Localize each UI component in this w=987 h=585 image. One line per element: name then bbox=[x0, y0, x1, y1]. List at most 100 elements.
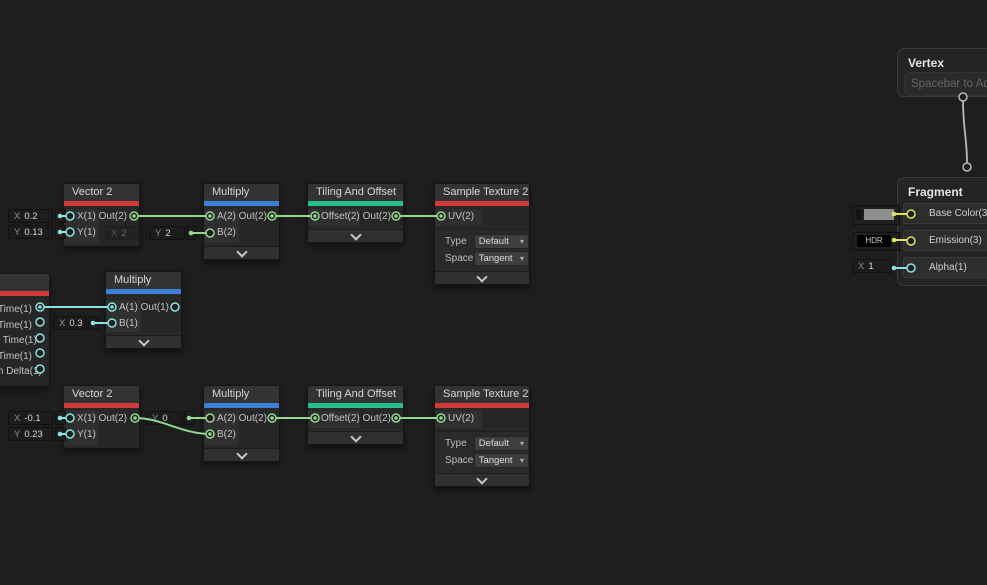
node-time[interactable]: Time(1) Sine Time(1) Cosine Time(1) Delt… bbox=[0, 273, 50, 387]
fragment-port-alpha[interactable]: Alpha(1) bbox=[903, 257, 987, 278]
port-label-delta-time: Delta Time(1) bbox=[0, 350, 32, 362]
space-dropdown[interactable]: Tangent ▾ bbox=[473, 251, 529, 266]
collapse-chevron-row[interactable] bbox=[308, 229, 403, 242]
stack-ports[interactable] bbox=[958, 92, 972, 172]
edge-vertex-fragment[interactable] bbox=[962, 100, 968, 164]
field-connector[interactable] bbox=[55, 411, 66, 425]
accent-bar-red bbox=[64, 201, 139, 206]
node-title[interactable]: Multiply bbox=[106, 272, 181, 289]
field-connector[interactable] bbox=[184, 411, 195, 425]
vector2-bottom-y-field[interactable]: Y 0.23 bbox=[8, 427, 53, 441]
chevron-down-icon: ▾ bbox=[519, 237, 524, 246]
node-title[interactable]: Tiling And Offset bbox=[308, 184, 403, 201]
collapse-chevron-row[interactable] bbox=[204, 246, 279, 259]
port-label-out: Out(2) bbox=[238, 211, 267, 222]
collapse-chevron-row[interactable] bbox=[204, 448, 279, 461]
port-label-sine-time: Sine Time(1) bbox=[0, 319, 32, 331]
node-sample-texture-top[interactable]: Sample Texture 2D UV(2) Type Default ▾ Sp… bbox=[434, 183, 530, 285]
node-multiply-bottom[interactable]: Multiply A(2) B(2) Out(2) bbox=[203, 385, 280, 462]
base-color-picker[interactable] bbox=[852, 205, 900, 225]
stack-edge[interactable] bbox=[962, 100, 968, 164]
node-multiply-mid[interactable]: Multiply A(1) B(1) Out(1) bbox=[105, 271, 182, 349]
node-title[interactable]: Sample Texture 2D bbox=[435, 184, 529, 201]
color-swatch[interactable] bbox=[864, 209, 894, 220]
multiply-bottom-a-y-field[interactable]: Y 0 bbox=[146, 411, 183, 425]
type-label: Type bbox=[445, 236, 467, 247]
chevron-down-icon bbox=[349, 431, 362, 443]
accent-bar-blue bbox=[106, 289, 181, 294]
field-label: X bbox=[14, 413, 21, 424]
node-title[interactable]: Sample Texture 2D bbox=[435, 386, 529, 403]
field-dots-green bbox=[186, 230, 194, 421]
port-label-out: Out(2) bbox=[238, 413, 267, 424]
space-label: Space bbox=[445, 253, 474, 264]
chevron-down-icon: ▾ bbox=[519, 439, 524, 448]
alpha-field[interactable]: X 1 bbox=[852, 259, 892, 273]
collapse-chevron-row[interactable] bbox=[106, 335, 181, 348]
type-dropdown[interactable]: Default ▾ bbox=[473, 436, 529, 451]
vector2-bottom-x-field[interactable]: X -0.1 bbox=[8, 411, 53, 425]
space-dropdown[interactable]: Tangent ▾ bbox=[473, 453, 529, 468]
space-label: Space bbox=[445, 455, 474, 466]
space-dropdown-value: Tangent bbox=[478, 253, 513, 264]
port-label-a: A(2) bbox=[217, 211, 236, 222]
field-value: 1 bbox=[868, 261, 874, 272]
multiply-mid-b-field[interactable]: X 0.3 bbox=[53, 316, 87, 330]
multiply-top-b-x-field[interactable]: X 2 bbox=[105, 226, 147, 240]
port-label-y: Y(1) bbox=[77, 227, 96, 238]
accent-bar-blue bbox=[204, 201, 279, 206]
vector2-top-x-field[interactable]: X 0.2 bbox=[8, 209, 53, 223]
node-vector2-bottom[interactable]: Vector 2 X(1) Y(1) Out(2) bbox=[63, 385, 140, 449]
field-label: Y bbox=[14, 227, 21, 238]
field-value: 2 bbox=[165, 228, 171, 239]
node-title[interactable]: Vector 2 bbox=[64, 386, 139, 403]
chevron-down-icon bbox=[235, 448, 248, 460]
field-connector[interactable] bbox=[55, 427, 66, 441]
field-connector[interactable] bbox=[186, 226, 197, 240]
accent-bar-green bbox=[308, 403, 403, 408]
field-connector[interactable] bbox=[55, 209, 66, 223]
accent-bar-red bbox=[435, 403, 529, 408]
node-tiling-offset-top[interactable]: Tiling And Offset Offset(2) Out(2) bbox=[307, 183, 404, 243]
node-title[interactable]: Vector 2 bbox=[64, 184, 139, 201]
port-label-uv: UV(2) bbox=[448, 413, 475, 424]
node-title[interactable]: Multiply bbox=[204, 386, 279, 403]
port-label-offset: Offset(2) bbox=[321, 211, 360, 222]
port-label-b: B(1) bbox=[119, 318, 138, 329]
accent-bar-green bbox=[308, 201, 403, 206]
type-label: Type bbox=[445, 438, 467, 449]
collapse-chevron-row[interactable] bbox=[435, 271, 529, 284]
fragment-port-base-color[interactable]: Base Color(3) bbox=[903, 203, 987, 224]
field-label: X bbox=[59, 318, 66, 329]
collapse-chevron-row[interactable] bbox=[435, 473, 529, 486]
field-label: Y bbox=[14, 429, 21, 440]
port-label-offset: Offset(2) bbox=[321, 413, 360, 424]
vertex-block[interactable]: Vertex Spacebar to Add bbox=[897, 48, 987, 97]
node-title[interactable] bbox=[0, 274, 49, 291]
node-tiling-offset-bottom[interactable]: Tiling And Offset Offset(2) Out(2) bbox=[307, 385, 404, 445]
node-sample-texture-bottom[interactable]: Sample Texture 2D UV(2) Type Default ▾ Sp… bbox=[434, 385, 530, 487]
port-label-cosine-time: Cosine Time(1) bbox=[0, 335, 37, 346]
accent-bar-red bbox=[435, 201, 529, 206]
fragment-port-emission[interactable]: Emission(3) bbox=[903, 230, 987, 251]
field-value: 0.2 bbox=[24, 211, 38, 222]
node-title[interactable]: Tiling And Offset bbox=[308, 386, 403, 403]
multiply-top-b-y-field[interactable]: Y 2 bbox=[149, 226, 185, 240]
field-connector[interactable] bbox=[55, 225, 66, 239]
port-label-time: Time(1) bbox=[0, 304, 32, 315]
chevron-down-icon bbox=[476, 473, 488, 485]
field-label: X bbox=[14, 211, 21, 222]
node-title[interactable]: Multiply bbox=[204, 184, 279, 201]
emission-color-picker[interactable]: HDR bbox=[852, 232, 900, 251]
type-dropdown[interactable]: Default ▾ bbox=[473, 234, 529, 249]
chevron-down-icon bbox=[235, 246, 248, 258]
node-multiply-top[interactable]: Multiply A(2) B(2) Out(2) bbox=[203, 183, 280, 260]
port-fragment-top[interactable] bbox=[962, 162, 972, 172]
field-connector[interactable] bbox=[88, 316, 99, 330]
collapse-chevron-row[interactable] bbox=[308, 431, 403, 444]
hdr-badge: HDR bbox=[857, 235, 891, 247]
field-label: X bbox=[111, 228, 118, 239]
add-block-placeholder[interactable]: Spacebar to Add bbox=[904, 72, 987, 96]
vector2-top-y-field[interactable]: Y 0.13 bbox=[8, 225, 53, 239]
